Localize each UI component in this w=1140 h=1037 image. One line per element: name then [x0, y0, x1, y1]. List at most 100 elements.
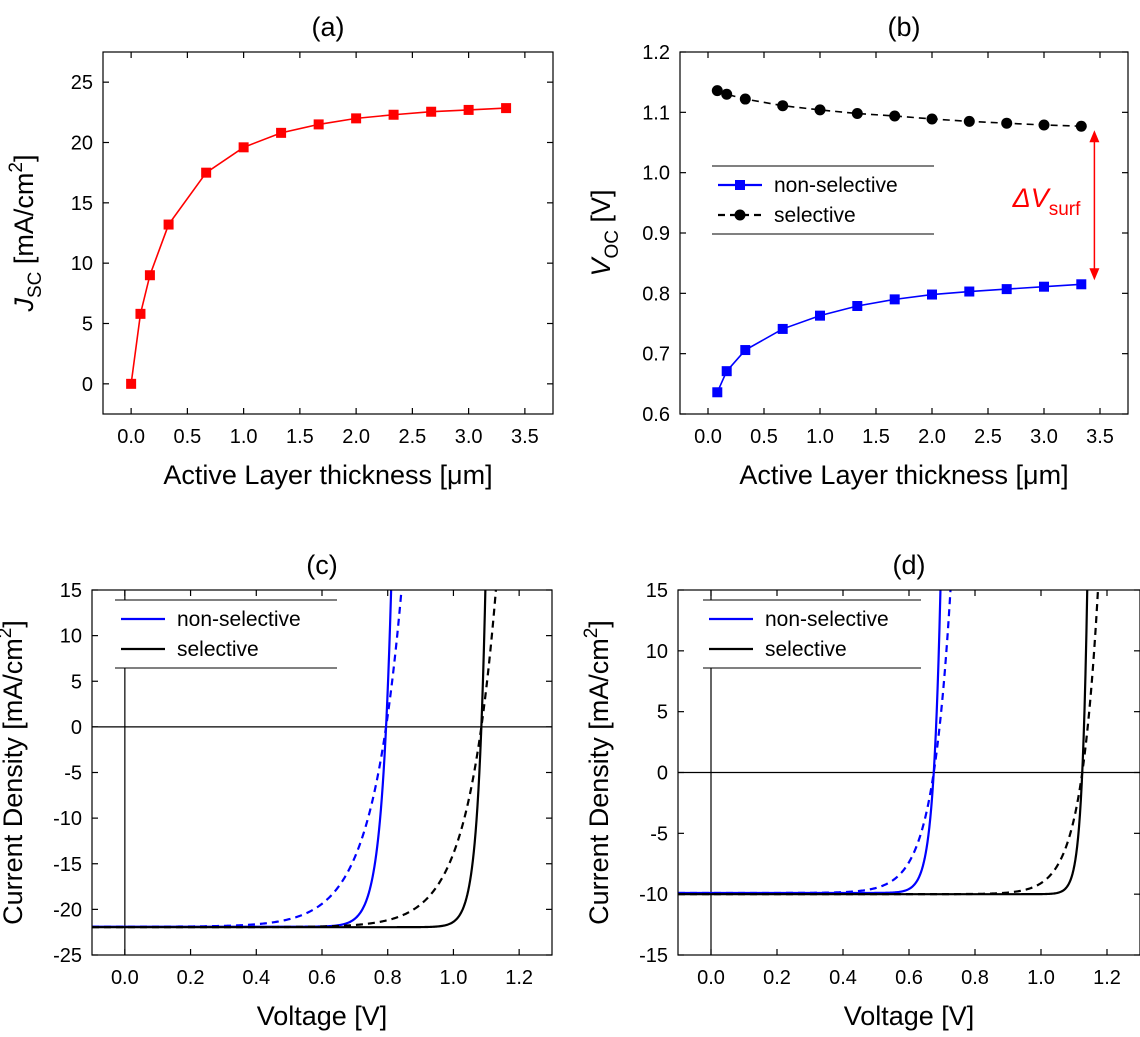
- data-point: [388, 109, 399, 120]
- y-tick-label: -20: [53, 899, 82, 921]
- x-tick-label: 1.5: [286, 426, 314, 448]
- x-tick-label: 0.0: [694, 426, 722, 448]
- x-axis-label: Active Layer thickness [μm]: [163, 460, 492, 490]
- data-point: [777, 323, 788, 334]
- x-tick-label: 3.0: [455, 426, 483, 448]
- x-axis-label: Active Layer thickness [μm]: [739, 460, 1068, 490]
- data-point: [163, 219, 174, 230]
- series-line: [130, 107, 507, 384]
- annotation-label: ΔVsurf: [1012, 183, 1082, 220]
- data-point: [739, 93, 751, 105]
- y-tick-label: 0: [657, 763, 668, 785]
- data-point: [1038, 119, 1050, 131]
- y-tick-label: -25: [53, 945, 82, 967]
- x-tick-label: 1.0: [440, 967, 468, 989]
- x-tick-label: 0.5: [750, 426, 778, 448]
- x-tick-label: 1.2: [1093, 967, 1121, 989]
- arrow-head-down: [1089, 268, 1100, 281]
- data-point: [889, 294, 900, 305]
- panel-title: (a): [312, 12, 345, 42]
- series-c-3: [92, 590, 498, 929]
- series-line: [92, 590, 498, 929]
- x-tick-label: 3.5: [511, 426, 539, 448]
- series-b-1: [717, 89, 1082, 128]
- data-point: [1075, 120, 1087, 132]
- y-tick-label: -5: [650, 823, 668, 845]
- panel-c: 0.0 0.2 0.4 0.6 0.8 1.0 1.2 -25 -20 -15 -10 -5 0 5 10 1…: [0, 550, 553, 1031]
- data-point: [313, 119, 324, 130]
- x-axis-label: Voltage [V]: [844, 1001, 975, 1031]
- panel-d: 0.0 0.2 0.4 0.6 0.8 1.0 1.2 -15 -10 -5 0 5 10 15 (d) Vo…: [581, 550, 1140, 1031]
- x-tick-label: 3.0: [1030, 426, 1058, 448]
- plot-frame: [102, 51, 554, 415]
- legend-label: non-selective: [774, 174, 898, 197]
- series-line: [678, 590, 952, 895]
- data-point: [135, 308, 146, 319]
- y-tick-label: 1.2: [642, 42, 670, 64]
- x-axis-label: Voltage [V]: [257, 1001, 388, 1031]
- series-a-0: [130, 107, 507, 384]
- data-point: [1039, 281, 1049, 292]
- y-tick-label: -15: [53, 854, 82, 876]
- x-tick-label: 2.0: [342, 426, 370, 448]
- y-axis-label: VOC [V]: [586, 189, 623, 276]
- y-tick-label: 20: [71, 133, 93, 155]
- x-tick-label: 1.0: [806, 426, 834, 448]
- x-tick-label: 3.5: [1086, 426, 1114, 448]
- data-point: [351, 113, 362, 124]
- legend: non-selective selective: [712, 165, 934, 235]
- x-tick-label: 0.8: [374, 967, 402, 989]
- y-tick-label: 0: [71, 717, 82, 739]
- y-tick-label: 10: [60, 626, 82, 648]
- series-d-1: [678, 590, 952, 895]
- legend-background: [115, 600, 337, 668]
- panel-b: 0.0 0.5 1.0 1.5 2.0 2.5 3.0 3.5 0.6 0.7 0.8 0.9 1.0 1…: [586, 12, 1129, 490]
- x-tick-label: 0.2: [763, 967, 791, 989]
- x-tick-label: 1.2: [505, 967, 533, 989]
- y-tick-label: 1.0: [642, 163, 670, 185]
- x-tick-label: 2.5: [974, 426, 1002, 448]
- data-point: [721, 366, 732, 377]
- y-tick-label: 10: [71, 253, 93, 275]
- y-tick-label: 0.6: [642, 404, 670, 426]
- series-line: [717, 89, 1082, 128]
- y-tick-label: -15: [639, 945, 668, 967]
- legend-marker: [735, 180, 745, 190]
- panel-title: (b): [888, 12, 921, 42]
- y-tick-label: 5: [71, 671, 82, 693]
- data-point: [927, 289, 937, 300]
- data-point: [889, 110, 901, 122]
- y-tick-label: -10: [53, 808, 82, 830]
- data-point: [721, 88, 733, 100]
- x-tick-label: 0.6: [895, 967, 923, 989]
- data-point: [426, 106, 437, 117]
- x-tick-label: 1.0: [230, 426, 258, 448]
- legend-background: [703, 600, 921, 668]
- y-axis-label: Current Density [mA/cm2]: [581, 620, 614, 925]
- y-tick-label: 1.1: [642, 102, 670, 124]
- legend-label: non-selective: [765, 608, 889, 631]
- data-point: [126, 378, 137, 389]
- legend-label: selective: [177, 638, 259, 661]
- y-tick-label: 5: [657, 702, 668, 724]
- panel-title: (d): [893, 550, 926, 580]
- arrow-head-up: [1089, 130, 1100, 143]
- delta-v-annotation: ΔVsurf: [1012, 130, 1100, 281]
- y-tick-label: -10: [639, 884, 668, 906]
- data-point: [852, 301, 863, 312]
- y-tick-label: 0.9: [642, 223, 670, 245]
- legend-label: selective: [774, 204, 856, 227]
- data-point: [964, 286, 975, 297]
- legend-marker: [734, 209, 746, 221]
- y-tick-label: 0.7: [642, 344, 670, 366]
- y-axis-label: Current Density [mA/cm2]: [0, 620, 28, 925]
- y-tick-label: 15: [71, 193, 93, 215]
- data-point: [144, 270, 155, 281]
- panel-title: (c): [306, 550, 337, 580]
- x-tick-label: 0.2: [177, 967, 205, 989]
- x-tick-label: 0.8: [961, 967, 989, 989]
- data-point: [276, 127, 287, 138]
- panel-a: 0.0 0.5 1.0 1.5 2.0 2.5 3.0 3.5 0 5 10 15 20 25 (a) Act…: [6, 12, 554, 490]
- data-point: [777, 100, 789, 112]
